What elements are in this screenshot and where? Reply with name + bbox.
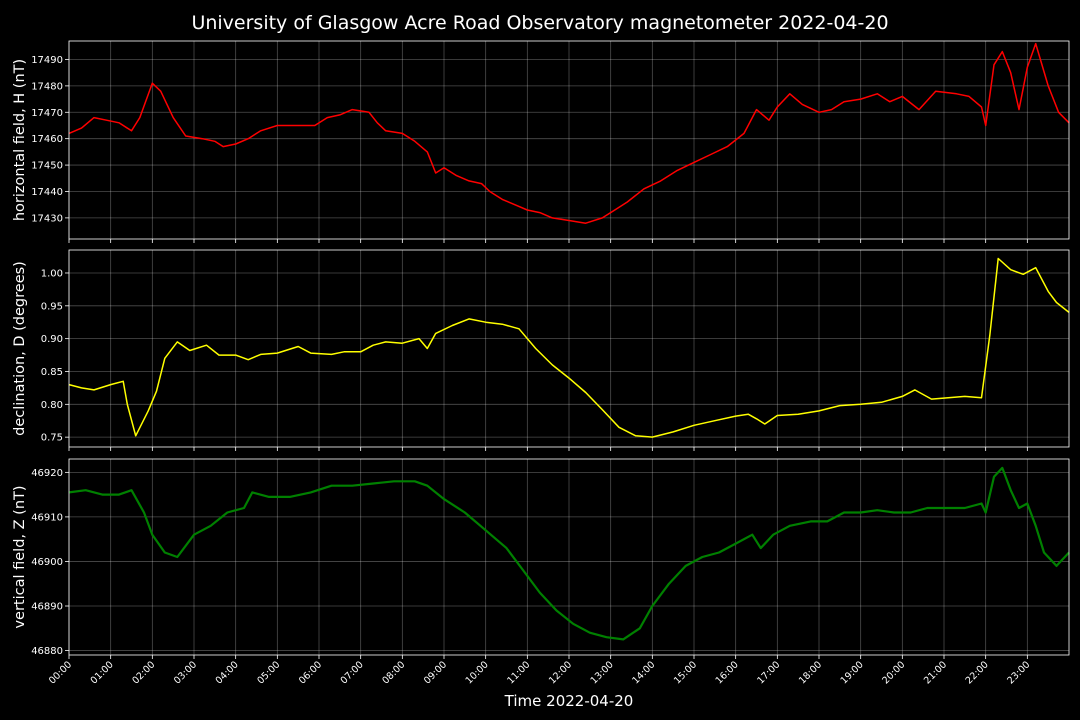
x-tick-label: 19:00 xyxy=(839,659,866,686)
x-tick-label: 21:00 xyxy=(922,659,949,686)
x-tick-label: 09:00 xyxy=(422,659,449,686)
y-tick-label: 17480 xyxy=(31,81,63,92)
chart-title: University of Glasgow Acre Road Observat… xyxy=(191,12,888,34)
y-tick-label: 17440 xyxy=(31,187,63,198)
x-tick-label: 02:00 xyxy=(130,659,157,686)
x-tick-label: 20:00 xyxy=(880,659,907,686)
axes-frame xyxy=(68,40,1070,240)
y-tick-label: 1.00 xyxy=(41,268,63,279)
panel-declination: 0.75 0.80 0.85 0.90 0.95 1.00 declination, D (… xyxy=(12,249,1070,451)
x-tick-label: 17:00 xyxy=(755,659,782,686)
y-axis-label: horizontal field, H (nT) xyxy=(12,59,28,221)
y-axis-label: declination, D (degrees) xyxy=(12,261,28,436)
panel-vertical: 00:00 01:00 02:00 03:00 04:00 05:00 06:00 07:00… xyxy=(12,458,1070,686)
x-axis-label: Time 2022-04-20 xyxy=(504,692,634,710)
y-tick-label: 0.75 xyxy=(41,433,63,444)
x-tick-label: 13:00 xyxy=(589,659,616,686)
x-tick-label: 18:00 xyxy=(797,659,824,686)
x-tick-label: 14:00 xyxy=(630,659,657,686)
y-tick-label: 0.85 xyxy=(41,367,63,378)
x-tick-label: 11:00 xyxy=(505,659,532,686)
x-tick-label: 23:00 xyxy=(1005,659,1032,686)
x-tick-label: 22:00 xyxy=(964,659,991,686)
y-tick-label: 17470 xyxy=(31,108,63,119)
y-tick-label: 17450 xyxy=(31,161,63,172)
y-tick-label: 46880 xyxy=(31,646,63,657)
x-tick-label: 12:00 xyxy=(547,659,574,686)
x-tick-label: 16:00 xyxy=(714,659,741,686)
y-tick-label: 17460 xyxy=(31,134,63,145)
axes-frame xyxy=(68,249,1070,448)
x-tick-label: 04:00 xyxy=(214,659,241,686)
y-tick-label: 0.95 xyxy=(41,301,63,312)
x-tick-label: 00:00 xyxy=(47,659,74,686)
x-tick-label: 06:00 xyxy=(297,659,324,686)
y-tick-label: 46890 xyxy=(31,602,63,613)
x-tick-label: 07:00 xyxy=(339,659,366,686)
x-tick-label: 15:00 xyxy=(672,659,699,686)
x-tick-label: 05:00 xyxy=(255,659,282,686)
x-tick-label: 10:00 xyxy=(464,659,491,686)
y-tick-label: 46920 xyxy=(31,468,63,479)
y-tick-label: 17490 xyxy=(31,55,63,66)
y-tick-label: 46910 xyxy=(31,512,63,523)
axes-frame xyxy=(68,458,1070,656)
y-tick-label: 17430 xyxy=(31,213,63,224)
y-tick-label: 46900 xyxy=(31,557,63,568)
series-vertical xyxy=(68,466,1070,641)
series-horizontal xyxy=(68,42,1070,224)
series-declination xyxy=(68,257,1070,438)
y-tick-label: 0.80 xyxy=(41,400,63,411)
x-tick-label: 08:00 xyxy=(380,659,407,686)
panel-horizontal: 17430 17440 17450 17460 17470 17480 17490horiz… xyxy=(12,40,1070,243)
x-tick-label: 01:00 xyxy=(89,659,116,686)
y-axis-label: vertical field, Z (nT) xyxy=(12,485,28,628)
x-tick-label: 03:00 xyxy=(172,659,199,686)
y-tick-label: 0.90 xyxy=(41,334,63,345)
